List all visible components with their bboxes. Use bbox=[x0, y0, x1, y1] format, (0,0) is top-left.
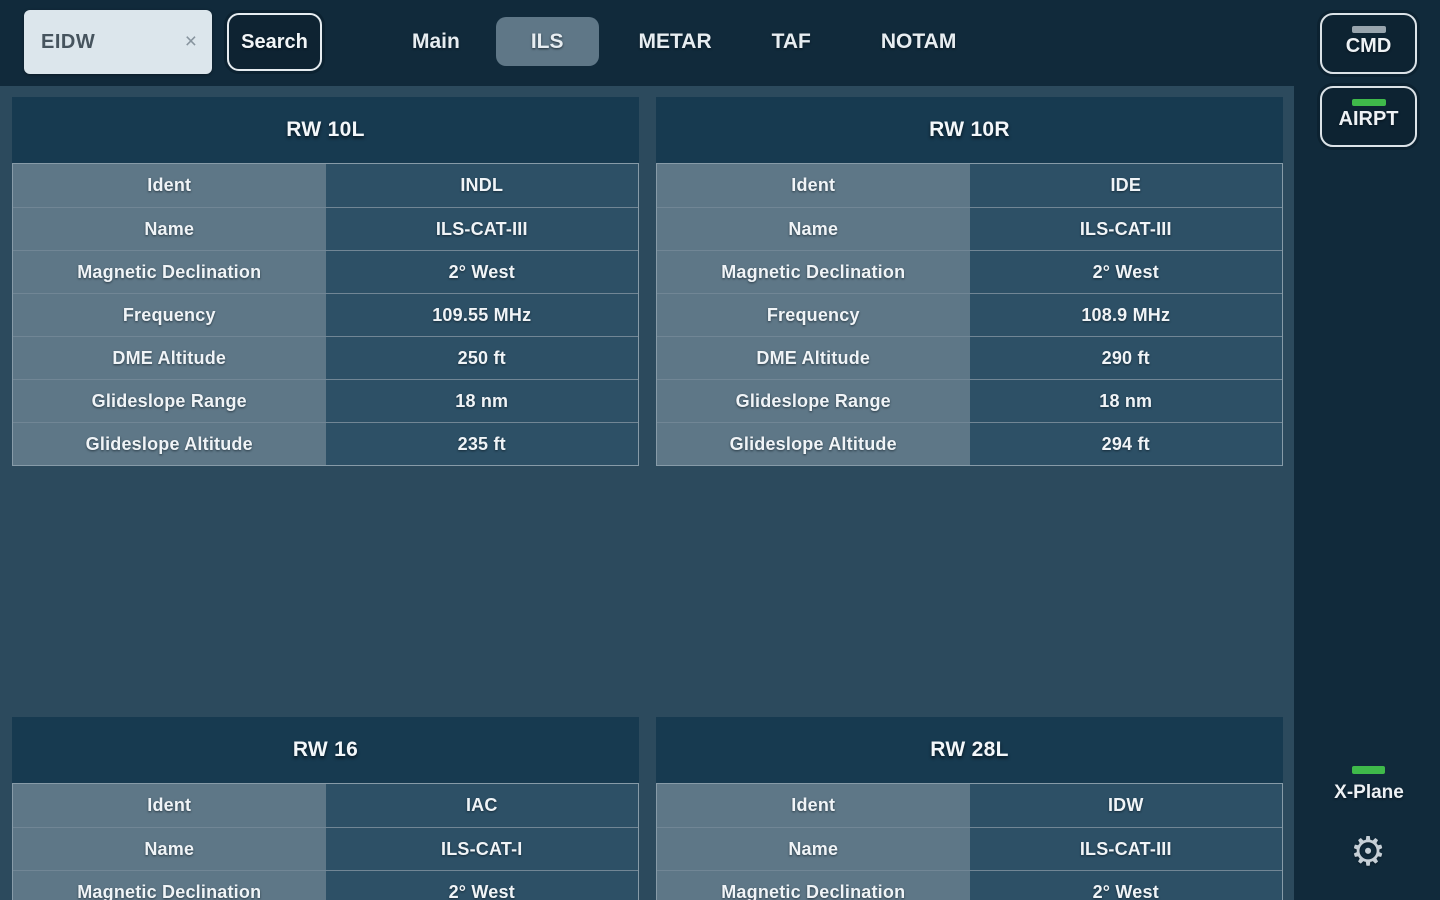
row-label: Magnetic Declination bbox=[657, 871, 970, 900]
cmd-button-label: CMD bbox=[1345, 35, 1392, 57]
row-label: Ident bbox=[657, 164, 970, 207]
search-input[interactable]: EIDW × bbox=[24, 10, 212, 74]
tab-metar[interactable]: METAR bbox=[638, 29, 712, 53]
row-label: Frequency bbox=[657, 294, 970, 336]
runway-table-body: Ident IDE Name ILS-CAT-III Magnetic Declinat… bbox=[656, 163, 1283, 466]
row-label: Frequency bbox=[13, 294, 326, 336]
table-row: Name ILS-CAT-I bbox=[13, 827, 638, 870]
row-label: Ident bbox=[13, 164, 326, 207]
row-value: 250 ft bbox=[325, 337, 638, 379]
airpt-status-indicator bbox=[1351, 99, 1386, 106]
tab-ils[interactable]: ILS bbox=[495, 17, 599, 66]
table-row: Frequency 109.55 MHz bbox=[13, 293, 638, 336]
table-row: Glideslope Range 18 nm bbox=[13, 379, 638, 422]
table-row: DME Altitude 290 ft bbox=[657, 336, 1282, 379]
row-value: 2° West bbox=[325, 251, 638, 293]
row-label: Glideslope Altitude bbox=[13, 423, 326, 465]
row-value: ILS-CAT-III bbox=[969, 208, 1282, 250]
table-row: Ident IAC bbox=[13, 784, 638, 827]
table-row: Ident INDL bbox=[13, 164, 638, 207]
runway-table-title: RW 10L bbox=[12, 97, 639, 163]
table-row: Name ILS-CAT-III bbox=[657, 827, 1282, 870]
tab-main[interactable]: Main bbox=[412, 29, 460, 53]
row-value: 235 ft bbox=[325, 423, 638, 465]
row-label: DME Altitude bbox=[13, 337, 326, 379]
row-label: Ident bbox=[13, 784, 326, 827]
table-row: Name ILS-CAT-III bbox=[657, 207, 1282, 250]
row-label: Ident bbox=[657, 784, 970, 827]
row-value: IAC bbox=[325, 784, 638, 827]
row-label: Name bbox=[13, 828, 326, 870]
table-row: Magnetic Declination 2° West bbox=[13, 250, 638, 293]
runway-table: RW 16 Ident IAC Name ILS-CAT-I Magnetic Decli… bbox=[12, 717, 639, 900]
table-row: Frequency 108.9 MHz bbox=[657, 293, 1282, 336]
row-value: ILS-CAT-III bbox=[325, 208, 638, 250]
clear-search-icon[interactable]: × bbox=[184, 30, 197, 53]
runway-table-title: RW 16 bbox=[12, 717, 639, 783]
search-input-value[interactable]: EIDW bbox=[41, 30, 96, 53]
row-value: 109.55 MHz bbox=[325, 294, 638, 336]
runway-table-title: RW 10R bbox=[656, 97, 1283, 163]
row-label: DME Altitude bbox=[657, 337, 970, 379]
gear-icon[interactable]: ⚙ bbox=[1350, 830, 1386, 874]
table-row: Glideslope Altitude 294 ft bbox=[657, 422, 1282, 465]
row-value: IDE bbox=[969, 164, 1282, 207]
cmd-status-indicator bbox=[1351, 26, 1386, 33]
top-toolbar: EIDW × Search Main ILS METAR TAF NOTAM bbox=[0, 0, 1294, 86]
row-label: Glideslope Altitude bbox=[657, 423, 970, 465]
row-value: ILS-CAT-III bbox=[969, 828, 1282, 870]
row-value: 290 ft bbox=[969, 337, 1282, 379]
row-value: 2° West bbox=[969, 871, 1282, 900]
runway-table-title: RW 28L bbox=[656, 717, 1283, 783]
xplane-label: X-Plane bbox=[1334, 782, 1404, 803]
row-value: 2° West bbox=[325, 871, 638, 900]
runway-table: RW 10R Ident IDE Name ILS-CAT-III Magnetic De… bbox=[656, 97, 1283, 466]
row-label: Magnetic Declination bbox=[13, 251, 326, 293]
row-value: IDW bbox=[969, 784, 1282, 827]
row-label: Name bbox=[13, 208, 326, 250]
table-row: Magnetic Declination 2° West bbox=[657, 870, 1282, 900]
row-value: 294 ft bbox=[969, 423, 1282, 465]
table-row: Glideslope Altitude 235 ft bbox=[13, 422, 638, 465]
table-row: Name ILS-CAT-III bbox=[13, 207, 638, 250]
table-row: Magnetic Declination 2° West bbox=[13, 870, 638, 900]
table-row: DME Altitude 250 ft bbox=[13, 336, 638, 379]
row-label: Glideslope Range bbox=[13, 380, 326, 422]
runway-table-body: Ident IDW Name ILS-CAT-III Magnetic Declinat… bbox=[656, 783, 1283, 900]
runway-table: RW 28L Ident IDW Name ILS-CAT-III Magnetic De… bbox=[656, 717, 1283, 900]
row-value: 108.9 MHz bbox=[969, 294, 1282, 336]
ils-tables-panel: RW 10L Ident INDL Name ILS-CAT-III Magnetic D… bbox=[0, 86, 1294, 900]
table-row: Glideslope Range 18 nm bbox=[657, 379, 1282, 422]
table-row: Ident IDW bbox=[657, 784, 1282, 827]
tab-taf[interactable]: TAF bbox=[771, 29, 811, 53]
row-value: 2° West bbox=[969, 251, 1282, 293]
row-value: INDL bbox=[325, 164, 638, 207]
tab-notam[interactable]: NOTAM bbox=[880, 29, 957, 53]
runway-table: RW 10L Ident INDL Name ILS-CAT-III Magnetic D… bbox=[12, 97, 639, 466]
row-label: Name bbox=[657, 828, 970, 870]
row-label: Name bbox=[657, 208, 970, 250]
row-label: Magnetic Declination bbox=[657, 251, 970, 293]
runway-table-body: Ident IAC Name ILS-CAT-I Magnetic Declinatio… bbox=[12, 783, 639, 900]
tab-bar: Main ILS METAR TAF NOTAM bbox=[412, 17, 956, 66]
row-label: Glideslope Range bbox=[657, 380, 970, 422]
row-value: 18 nm bbox=[325, 380, 638, 422]
row-label: Magnetic Declination bbox=[13, 871, 326, 900]
search-button[interactable]: Search bbox=[227, 13, 322, 71]
xplane-status-indicator bbox=[1352, 766, 1385, 774]
row-value: 18 nm bbox=[969, 380, 1282, 422]
cmd-button[interactable]: CMD bbox=[1320, 13, 1417, 74]
runway-table-body: Ident INDL Name ILS-CAT-III Magnetic Declina… bbox=[12, 163, 639, 466]
table-row: Magnetic Declination 2° West bbox=[657, 250, 1282, 293]
table-row: Ident IDE bbox=[657, 164, 1282, 207]
row-value: ILS-CAT-I bbox=[325, 828, 638, 870]
airpt-button[interactable]: AIRPT bbox=[1320, 86, 1417, 147]
airpt-button-label: AIRPT bbox=[1338, 108, 1399, 130]
